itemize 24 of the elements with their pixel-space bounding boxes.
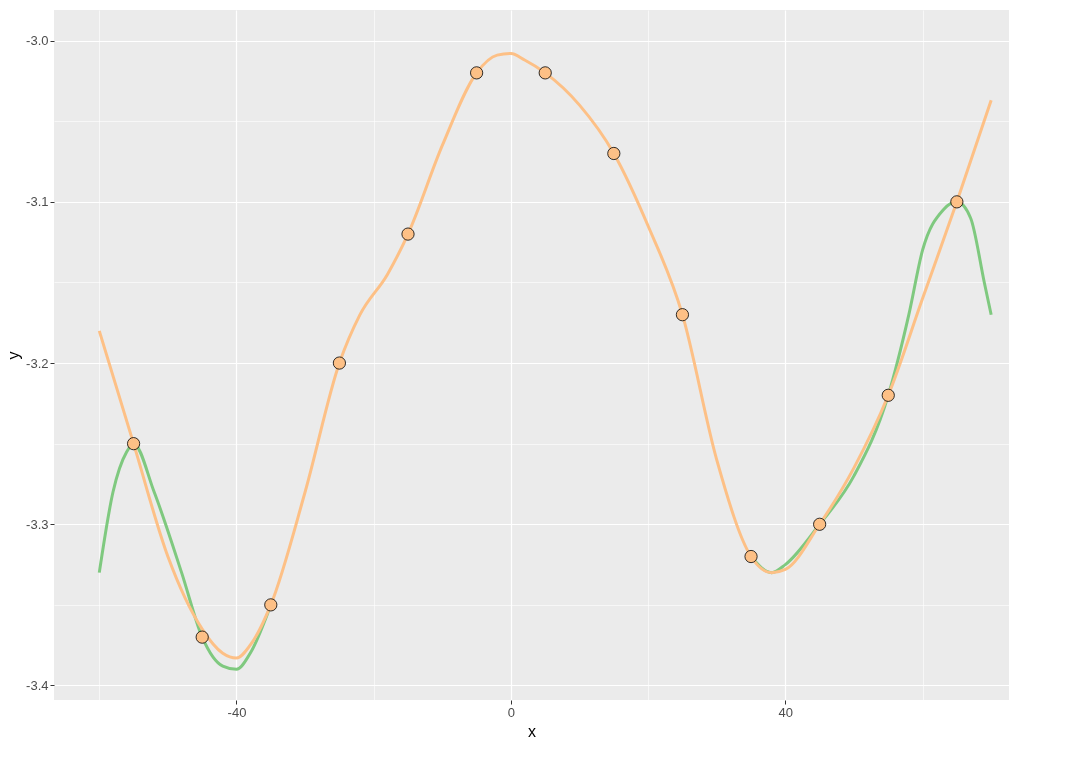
x-tick-label: 40 xyxy=(778,704,794,720)
point xyxy=(401,227,415,241)
point xyxy=(744,550,758,564)
x-tick-label: -40 xyxy=(227,704,247,720)
y-tick-label: -3.2 xyxy=(26,355,49,371)
point xyxy=(607,146,621,160)
point xyxy=(332,356,346,370)
y-tick-label: -3.4 xyxy=(26,677,49,693)
point xyxy=(127,437,141,451)
point xyxy=(538,66,552,80)
y-tick-label: -3.3 xyxy=(26,516,49,532)
point xyxy=(470,66,484,80)
point xyxy=(881,388,895,402)
y-tick-label: -3.0 xyxy=(26,33,49,49)
point xyxy=(264,598,278,612)
x-axis-title: x xyxy=(528,722,536,740)
line-series xyxy=(97,52,993,660)
point xyxy=(950,195,964,209)
y-tick-label: -3.1 xyxy=(26,194,49,210)
point xyxy=(195,630,209,644)
x-tick-label: 0 xyxy=(507,704,516,720)
point xyxy=(675,308,689,322)
point xyxy=(813,517,827,531)
y-axis-title: y xyxy=(5,351,23,360)
